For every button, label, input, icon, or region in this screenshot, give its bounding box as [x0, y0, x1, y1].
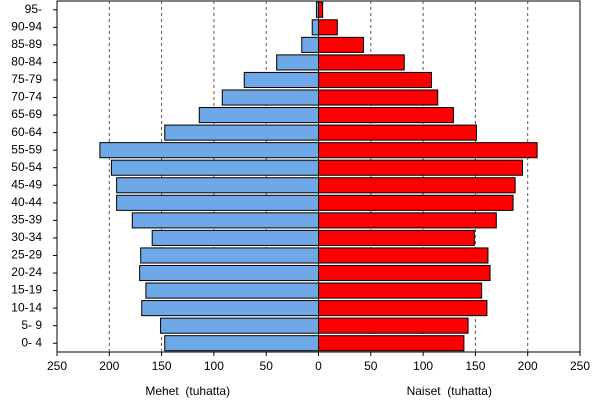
bar	[318, 71, 432, 89]
y-tick-label: 35-39	[11, 213, 42, 227]
bar	[311, 19, 319, 36]
axis-label: Naiset (tuhatta)	[407, 384, 492, 398]
y-tick-label: 45-49	[11, 177, 42, 191]
x-tick-label: 0	[315, 359, 322, 373]
bar	[198, 107, 319, 124]
bar	[141, 300, 319, 317]
y-tick-label: 50-54	[11, 160, 42, 174]
bar	[318, 264, 491, 282]
y-tick-label: 65-69	[11, 107, 42, 121]
bar	[301, 36, 320, 53]
x-tick-label: 200	[518, 359, 538, 373]
y-tick-label: 20-24	[11, 265, 42, 279]
y-tick-label: 80-84	[11, 55, 42, 69]
axis-label: Mehet (tuhatta)	[145, 384, 230, 398]
bar	[116, 177, 320, 194]
bar	[276, 54, 320, 71]
bar	[318, 317, 469, 334]
bar	[318, 194, 514, 211]
y-tick-label: 70-74	[11, 90, 42, 104]
bar	[318, 124, 477, 141]
bar	[318, 159, 523, 176]
bar	[318, 89, 439, 106]
bar	[139, 264, 319, 282]
y-tick-label: 5- 9	[21, 318, 42, 332]
bar	[318, 36, 364, 53]
bar	[110, 159, 319, 176]
y-tick-label: 95-	[25, 2, 42, 16]
y-tick-label: 75-79	[11, 72, 42, 86]
y-tick-label: 15-19	[11, 283, 42, 297]
bar	[116, 194, 320, 211]
y-tick-label: 25-29	[11, 248, 42, 262]
bar	[318, 54, 405, 71]
bar	[318, 212, 497, 229]
bar	[140, 247, 319, 264]
bar	[318, 247, 489, 264]
x-tick-label: 250	[47, 359, 67, 373]
bar	[318, 1, 324, 18]
x-tick-label: 50	[260, 359, 274, 373]
x-tick-label: 100	[413, 359, 433, 373]
y-tick-label: 85-89	[11, 37, 42, 51]
bar	[145, 282, 319, 299]
y-tick-label: 40-44	[11, 195, 42, 209]
bar	[164, 335, 319, 352]
bar	[318, 142, 538, 159]
bar	[164, 124, 319, 141]
x-tick-label: 150	[152, 359, 172, 373]
bar	[318, 177, 516, 194]
bar	[318, 19, 338, 36]
bar	[318, 335, 465, 352]
y-tick-label: 60-64	[11, 125, 42, 139]
y-tick-label: 30-34	[11, 230, 42, 244]
bar	[318, 282, 483, 299]
bar	[221, 89, 320, 106]
bar	[318, 229, 475, 246]
x-tick-label: 150	[465, 359, 485, 373]
y-tick-label: 55-59	[11, 142, 42, 156]
x-tick-label: 50	[364, 359, 378, 373]
y-tick-label: 90-94	[11, 19, 42, 33]
y-tick-label: 10-14	[11, 300, 42, 314]
bar	[151, 229, 319, 246]
bar	[99, 142, 319, 159]
bar	[243, 71, 319, 89]
x-tick-label: 250	[570, 359, 590, 373]
y-tick-label: 0- 4	[21, 335, 42, 349]
bar	[318, 300, 488, 317]
x-tick-label: 100	[204, 359, 224, 373]
bar	[131, 212, 319, 229]
bar	[318, 107, 454, 124]
bar	[160, 317, 319, 334]
x-tick-label: 200	[99, 359, 119, 373]
